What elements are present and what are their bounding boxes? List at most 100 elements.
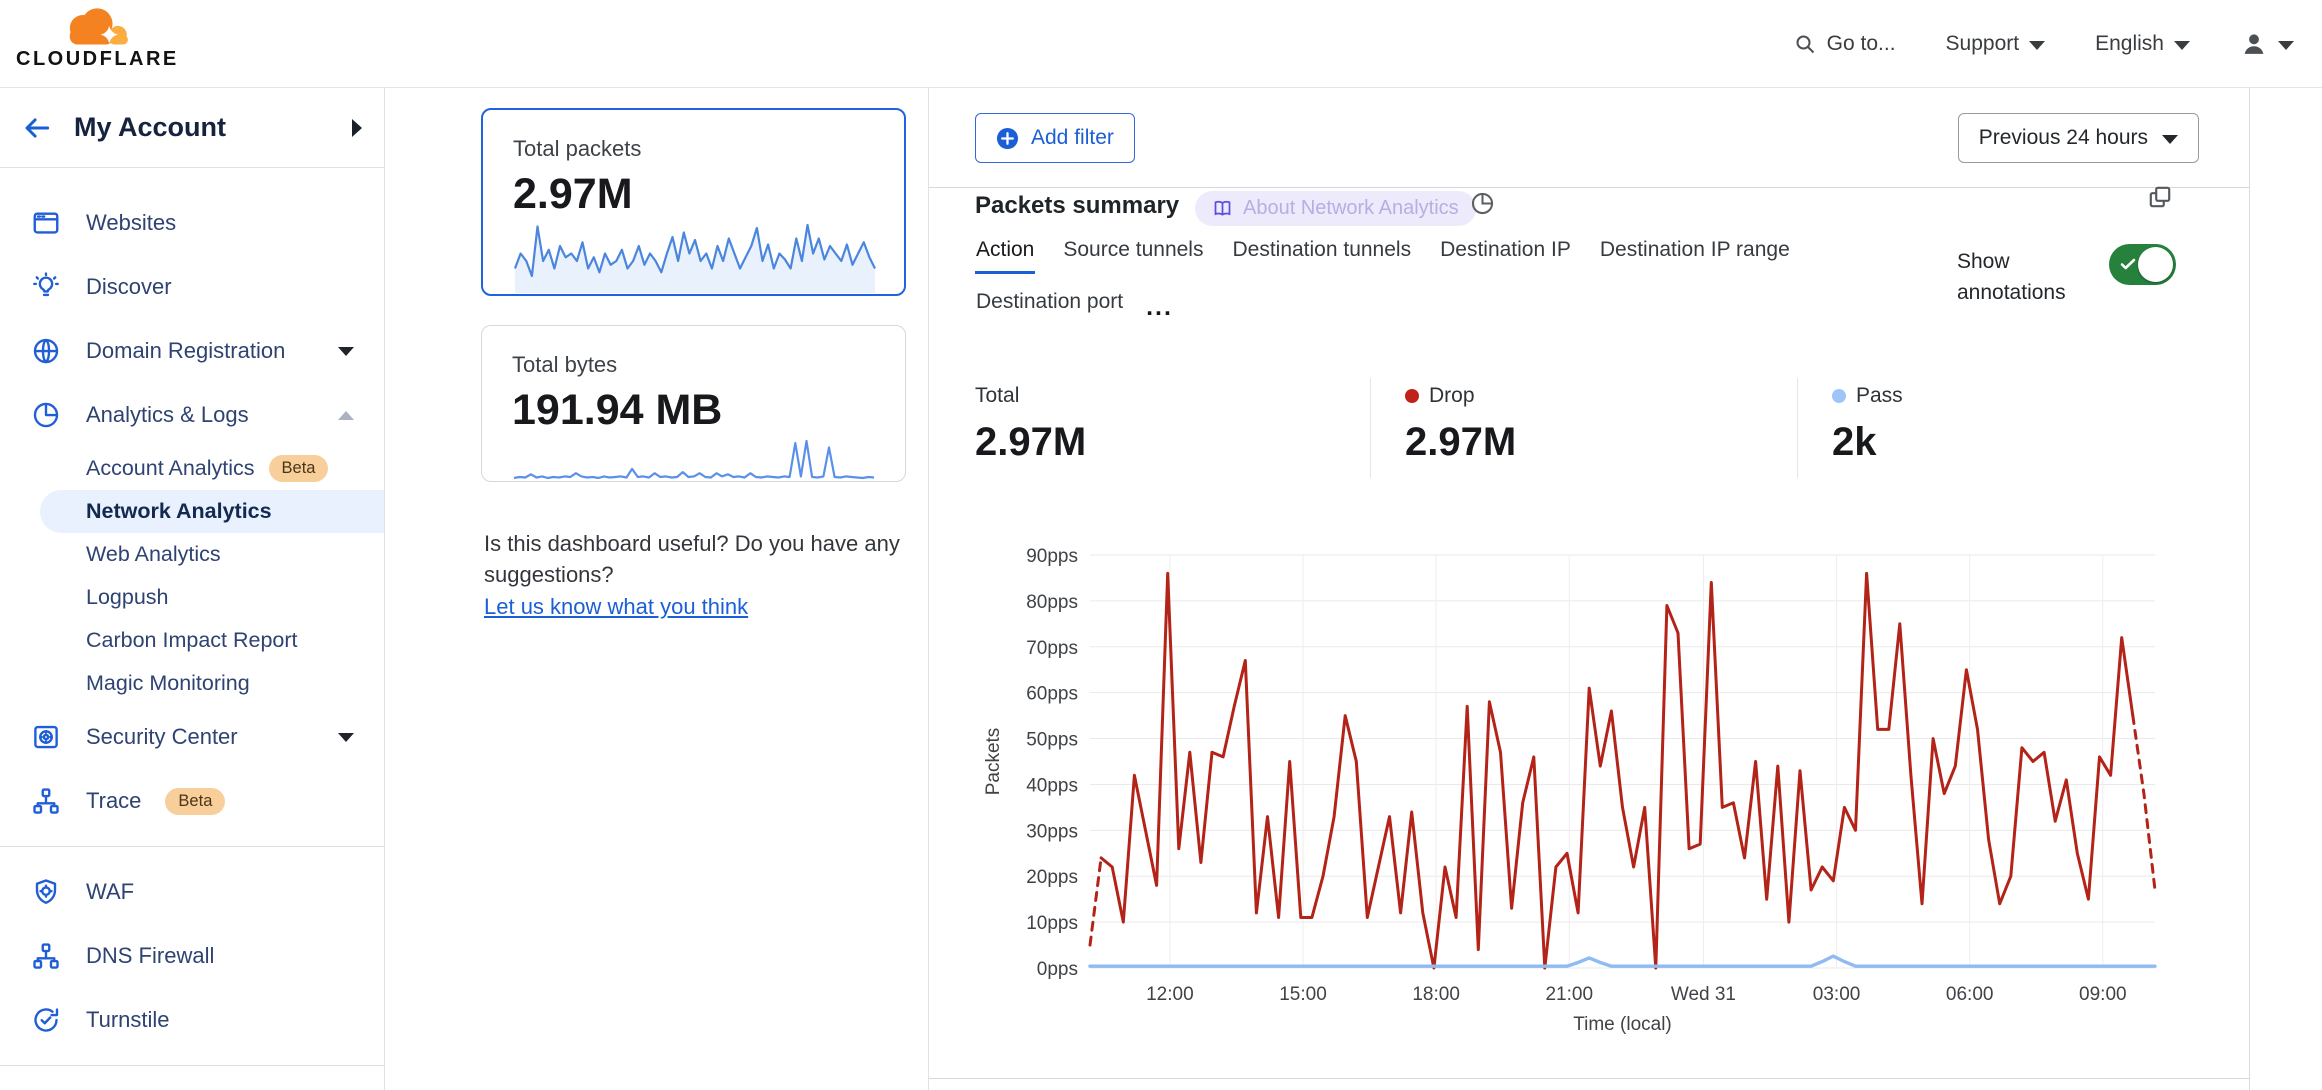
tab-source-tunnels[interactable]: Source tunnels: [1062, 238, 1204, 271]
svg-text:Wed 31: Wed 31: [1671, 984, 1736, 1005]
chevron-right-icon[interactable]: [352, 118, 362, 137]
sidebar-item-item[interactable]: [0, 1079, 384, 1090]
sidebar-item-logpush[interactable]: Logpush: [0, 576, 384, 619]
shield-gear-icon: [30, 877, 62, 907]
sidebar-item-websites[interactable]: Websites: [0, 191, 384, 255]
svg-text:50pps: 50pps: [1026, 730, 1078, 751]
book-icon: [1212, 198, 1233, 219]
cloudflare-logo[interactable]: CLOUDFLARE: [16, 4, 196, 71]
sitemap-icon: [30, 786, 62, 816]
sidebar-divider: [0, 846, 384, 847]
panel-title: Packets summary: [975, 192, 1180, 219]
sidebar-item-waf[interactable]: WAF: [0, 860, 384, 924]
sidebar-divider: [0, 1065, 384, 1066]
time-range-button[interactable]: Previous 24 hours: [1957, 113, 2199, 163]
sidebar-item-label: WAF: [86, 879, 135, 904]
account-header: My Account: [0, 88, 384, 168]
plus-circle-icon: [996, 127, 1019, 149]
sidebar-item-label: Domain Registration: [86, 338, 286, 363]
sidebar-item-label: Websites: [86, 210, 177, 235]
toggle-knob: [2138, 247, 2173, 282]
card-label: Total packets: [513, 136, 642, 161]
svg-text:20pps: 20pps: [1026, 867, 1078, 888]
go-to-search[interactable]: Go to...: [1793, 32, 1896, 56]
sidebar-item-carbon-impact-report[interactable]: Carbon Impact Report: [0, 619, 384, 662]
tab-destination-port[interactable]: Destination port: [975, 290, 1124, 323]
top-bar: CLOUDFLARE Go to... Support English: [0, 0, 2322, 88]
sidebar-item-label: Analytics & Logs: [86, 402, 249, 427]
add-filter-button[interactable]: Add filter: [975, 113, 1135, 163]
language-label: English: [2095, 32, 2164, 55]
more-tabs-button[interactable]: ...: [1146, 292, 1173, 321]
sidebar-item-web-analytics[interactable]: Web Analytics: [0, 533, 384, 576]
safe-icon: [30, 722, 62, 752]
sidebar-item-security-center[interactable]: Security Center: [0, 705, 384, 769]
sidebar-item-turnstile[interactable]: Turnstile: [0, 988, 384, 1052]
chevron-down-icon: [2174, 41, 2190, 50]
series-dot: [1832, 389, 1846, 403]
pie-chart-icon[interactable]: [1469, 190, 1496, 217]
svg-text:15:00: 15:00: [1279, 984, 1327, 1005]
series-stats: Total 2.97M Drop 2.97M Pass 2k: [975, 378, 2215, 478]
account-menu[interactable]: [2240, 30, 2294, 58]
sidebar-item-analytics-logs[interactable]: Analytics & Logs: [0, 383, 384, 447]
card-label: Total bytes: [512, 352, 618, 377]
tab-destination-ip[interactable]: Destination IP: [1439, 238, 1572, 271]
svg-text:03:00: 03:00: [1813, 984, 1861, 1005]
sidebar-item-network-analytics[interactable]: Network Analytics: [40, 490, 384, 533]
add-filter-label: Add filter: [1031, 126, 1114, 149]
sitemap-icon: [30, 941, 62, 971]
card-value: 2.97M: [513, 170, 633, 218]
go-to-label: Go to...: [1826, 32, 1896, 55]
lightbulb-icon: [30, 272, 62, 302]
sidebar-item-domain-registration[interactable]: Domain Registration: [0, 319, 384, 383]
feedback-question: Is this dashboard useful? Do you have an…: [484, 531, 900, 587]
sidebar-item-label: Account Analytics: [86, 456, 255, 480]
stat-label: Pass: [1856, 384, 1903, 407]
svg-text:06:00: 06:00: [1946, 984, 1994, 1005]
total-bytes-card[interactable]: Total bytes 191.94 MB: [481, 325, 906, 482]
about-network-analytics-badge[interactable]: About Network Analytics: [1195, 191, 1476, 226]
beta-badge: Beta: [165, 787, 226, 815]
tab-action[interactable]: Action: [975, 238, 1036, 274]
svg-text:12:00: 12:00: [1146, 984, 1194, 1005]
stat-pass: Pass 2k: [1797, 378, 2215, 478]
svg-text:09:00: 09:00: [2079, 984, 2127, 1005]
chevron-down-icon: [2278, 41, 2294, 50]
search-icon: [1793, 32, 1817, 56]
tab-destination-tunnels[interactable]: Destination tunnels: [1231, 238, 1412, 271]
cloudflare-wordmark: CLOUDFLARE: [16, 48, 179, 70]
feedback-block: Is this dashboard useful? Do you have an…: [484, 528, 914, 622]
sidebar-item-account-analytics[interactable]: Account Analytics Beta: [0, 447, 384, 490]
svg-text:18:00: 18:00: [1412, 984, 1460, 1005]
sidebar-item-discover[interactable]: Discover: [0, 255, 384, 319]
sidebar-item-label: Network Analytics: [86, 499, 272, 523]
packets-chart[interactable]: 0pps 10pps 20pps 30pps 40pps 50pps 60pps 70pps 8…: [929, 535, 2250, 1035]
sidebar: My Account Websites Discover Domain Regist…: [0, 88, 385, 1090]
sidebar-item-trace[interactable]: Trace Beta: [0, 769, 384, 833]
svg-text:Packets: Packets: [983, 728, 1004, 796]
sidebar-item-label: Carbon Impact Report: [86, 628, 298, 652]
sidebar-item-dns-firewall[interactable]: DNS Firewall: [0, 924, 384, 988]
tab-destination-ip-range[interactable]: Destination IP range: [1599, 238, 1791, 271]
svg-text:21:00: 21:00: [1545, 984, 1593, 1005]
card-value: 191.94 MB: [512, 386, 723, 434]
topbar-actions: Go to... Support English: [1793, 0, 2294, 88]
stat-value: 2k: [1832, 420, 1877, 464]
support-menu[interactable]: Support: [1946, 32, 2046, 56]
show-annotations-toggle[interactable]: [2109, 244, 2176, 285]
series-dot: [1405, 389, 1419, 403]
chevron-up-icon: [338, 410, 354, 420]
back-button[interactable]: [22, 113, 52, 143]
user-icon: [2240, 30, 2268, 58]
summary-column: Total packets 2.97M Total bytes 191.94 M…: [386, 88, 929, 1090]
sidebar-item-label: Logpush: [86, 585, 169, 609]
language-menu[interactable]: English: [2095, 32, 2190, 56]
sidebar-item-magic-monitoring[interactable]: Magic Monitoring: [0, 662, 384, 705]
globe-icon: [30, 336, 62, 366]
feedback-link[interactable]: Let us know what you think: [484, 594, 749, 619]
total-packets-card[interactable]: Total packets 2.97M: [481, 108, 906, 296]
chevron-down-icon: [338, 732, 354, 742]
duplicate-icon[interactable]: [2147, 184, 2173, 210]
